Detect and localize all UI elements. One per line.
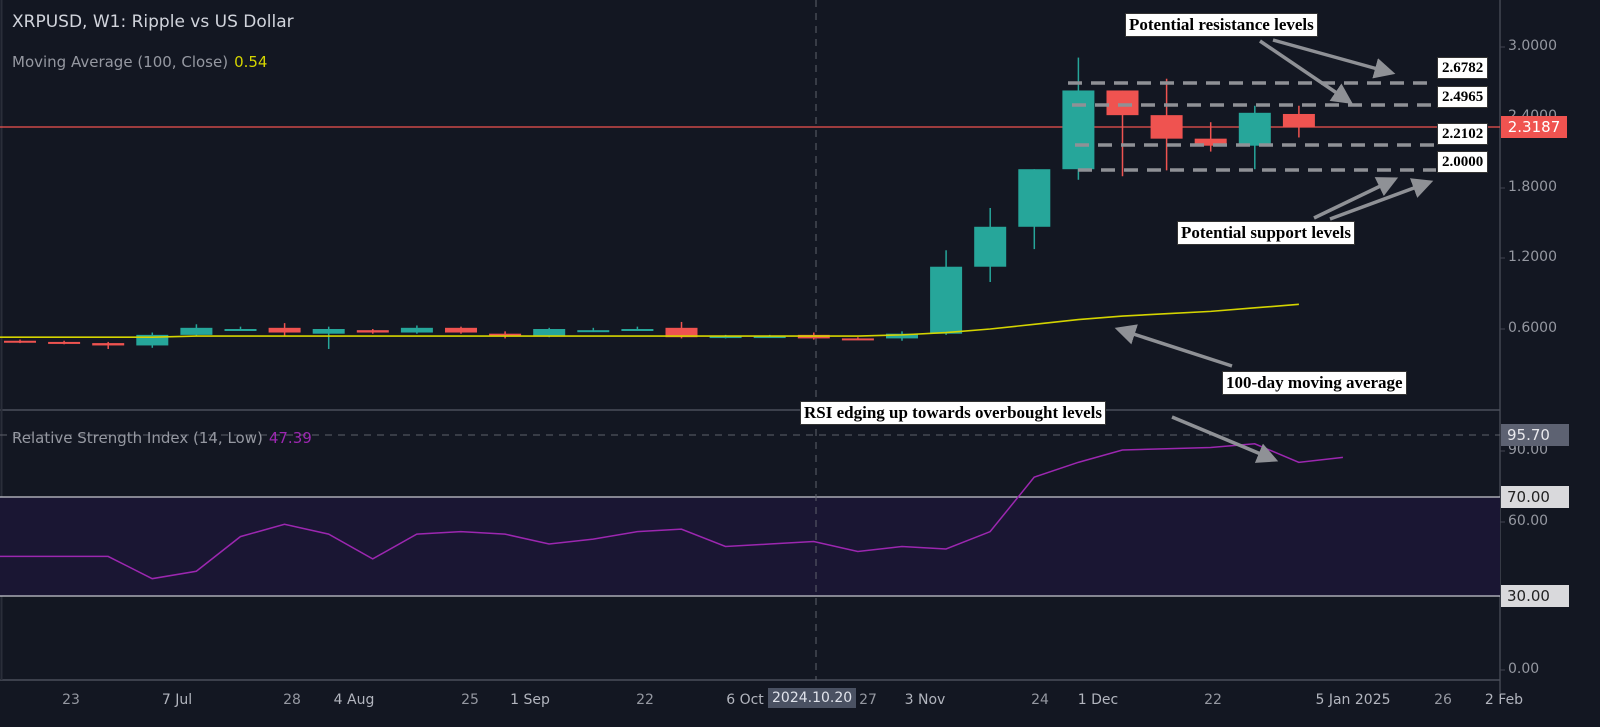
rsi-crosshair-tag: 95.70 — [1501, 424, 1569, 446]
candlestick-series — [4, 57, 1315, 349]
bullish-candle — [224, 329, 257, 331]
crosshair-date-tag: 2024.10.20 — [768, 688, 857, 708]
price-tick-1.8: 1.8000 — [1508, 179, 1557, 195]
arrow-support-2 — [1329, 178, 1434, 221]
rsi-legend[interactable]: Relative Strength Index (14, Low) 47.39 — [12, 429, 312, 447]
annotation-moving-average: 100-day moving average — [1222, 371, 1407, 395]
rsi-band — [0, 497, 1500, 596]
bullish-candle — [180, 327, 213, 335]
time-axis-label: 4 Aug — [333, 692, 375, 708]
bearish-candle — [92, 343, 125, 346]
time-axis-label: 2 Feb — [1484, 692, 1524, 708]
rsi-legend-value: 47.39 — [268, 429, 312, 447]
bullish-candle — [312, 329, 345, 334]
ma-legend-value: 0.54 — [234, 53, 268, 71]
chart-title: XRPUSD, W1: Ripple vs US Dollar — [12, 12, 294, 32]
bullish-candle — [1018, 169, 1051, 227]
bearish-candle — [489, 333, 522, 337]
time-axis-label: 26 — [1434, 692, 1452, 708]
arrow-ma — [1114, 324, 1233, 368]
level-tag-s2: 2.0000 — [1437, 151, 1489, 173]
time-axis-label: 23 — [62, 692, 80, 708]
level-tag-r2: 2.4965 — [1437, 86, 1489, 108]
price-tick-1.2: 1.2000 — [1508, 249, 1557, 265]
time-axis-label: 24 — [1031, 692, 1049, 708]
price-tick-0.6: 0.6000 — [1508, 320, 1557, 336]
time-axis-label: 27 — [859, 692, 877, 708]
bullish-candle — [709, 336, 742, 339]
time-axis-label: 1 Sep — [510, 692, 550, 708]
bearish-candle — [48, 341, 81, 344]
moving-average-line — [0, 303, 1299, 339]
arrow-rsi — [1171, 415, 1279, 463]
bearish-candle — [1150, 115, 1183, 139]
bearish-candle — [4, 340, 36, 343]
bullish-candle — [136, 334, 169, 346]
bearish-candle — [1282, 113, 1315, 127]
bullish-candle — [930, 266, 963, 334]
bearish-candle — [1106, 90, 1139, 116]
annotation-resistance: Potential resistance levels — [1125, 13, 1318, 37]
bullish-candle — [886, 333, 918, 339]
level-tag-s1: 2.2102 — [1437, 123, 1489, 145]
bullish-candle — [533, 329, 566, 337]
time-axis-label: 5 Jan 2025 — [1315, 692, 1391, 708]
arrow-support-1 — [1313, 177, 1399, 220]
rsi-line — [0, 443, 1343, 580]
annotation-rsi: RSI edging up towards overbought levels — [800, 401, 1107, 425]
time-axis-label: 6 Oct — [726, 692, 764, 708]
level-lines — [1068, 81, 1436, 172]
rsi-70-tag: 70.00 — [1501, 486, 1569, 508]
time-axis-label: 7 Jul — [161, 692, 193, 708]
time-axis-label: 28 — [283, 692, 301, 708]
rsi-30-tag: 30.00 — [1501, 585, 1569, 607]
rsi-tick-0: 0.00 — [1508, 661, 1540, 677]
rsi-legend-label: Relative Strength Index (14, Low) — [12, 429, 263, 447]
rsi-tick-60: 60.00 — [1508, 513, 1549, 529]
bullish-candle — [1062, 90, 1095, 170]
level-tag-r1: 2.6782 — [1437, 57, 1489, 79]
bearish-candle — [665, 327, 698, 338]
rsi-tick-90: 90.00 — [1508, 442, 1549, 458]
current-price-tag: 2.3187 — [1501, 116, 1567, 138]
bullish-candle — [577, 330, 610, 333]
ma-legend[interactable]: Moving Average (100, Close) 0.54 — [12, 53, 267, 71]
time-axis-label: 3 Nov — [904, 692, 946, 708]
annotation-support: Potential support levels — [1177, 221, 1355, 245]
bearish-candle — [841, 338, 874, 341]
arrow-resistance-1 — [1272, 38, 1396, 79]
time-axis-label: 25 — [461, 692, 479, 708]
arrow-resistance-2 — [1259, 39, 1353, 104]
time-axis-label: 22 — [1204, 692, 1222, 708]
bearish-candle — [268, 327, 301, 333]
bullish-candle — [974, 226, 1007, 267]
price-tick-3: 3.0000 — [1508, 38, 1557, 54]
annotation-arrows — [1114, 38, 1434, 463]
bearish-candle — [356, 330, 389, 333]
ma-legend-label: Moving Average (100, Close) — [12, 53, 229, 71]
bullish-candle — [1238, 112, 1271, 146]
bullish-candle — [621, 329, 654, 331]
time-axis-label: 1 Dec — [1077, 692, 1119, 708]
bearish-candle — [445, 327, 477, 333]
bullish-candle — [400, 327, 433, 333]
bearish-candle — [1194, 138, 1227, 146]
bullish-candle — [753, 336, 786, 339]
time-axis-label: 22 — [636, 692, 654, 708]
